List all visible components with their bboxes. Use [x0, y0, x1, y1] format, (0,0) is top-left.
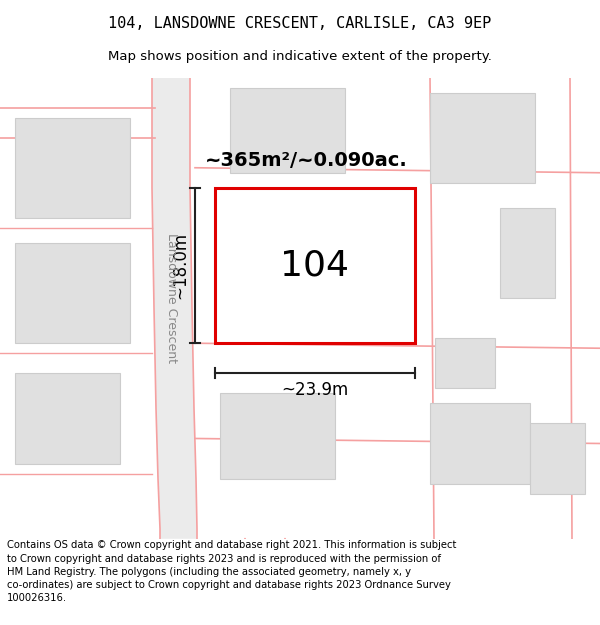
Text: Map shows position and indicative extent of the property.: Map shows position and indicative extent… — [108, 51, 492, 63]
Bar — [230, 88, 345, 172]
Text: 104, LANSDOWNE CRESCENT, CARLISLE, CA3 9EP: 104, LANSDOWNE CRESCENT, CARLISLE, CA3 9… — [109, 16, 491, 31]
Bar — [15, 243, 130, 343]
Bar — [15, 373, 120, 464]
Bar — [430, 92, 535, 182]
Text: ~18.0m: ~18.0m — [171, 232, 189, 299]
Text: 104: 104 — [281, 249, 349, 282]
Text: Contains OS data © Crown copyright and database right 2021. This information is : Contains OS data © Crown copyright and d… — [7, 541, 457, 603]
Bar — [435, 338, 495, 388]
Bar — [430, 403, 530, 484]
Text: ~23.9m: ~23.9m — [281, 381, 349, 399]
Bar — [230, 213, 360, 328]
Bar — [500, 208, 555, 298]
Bar — [15, 118, 130, 218]
Bar — [220, 393, 335, 479]
Bar — [215, 188, 415, 343]
Bar — [530, 423, 585, 494]
Polygon shape — [152, 78, 197, 539]
Text: ~365m²/~0.090ac.: ~365m²/~0.090ac. — [205, 151, 408, 170]
Text: Lansdowne Crescent: Lansdowne Crescent — [166, 233, 179, 363]
